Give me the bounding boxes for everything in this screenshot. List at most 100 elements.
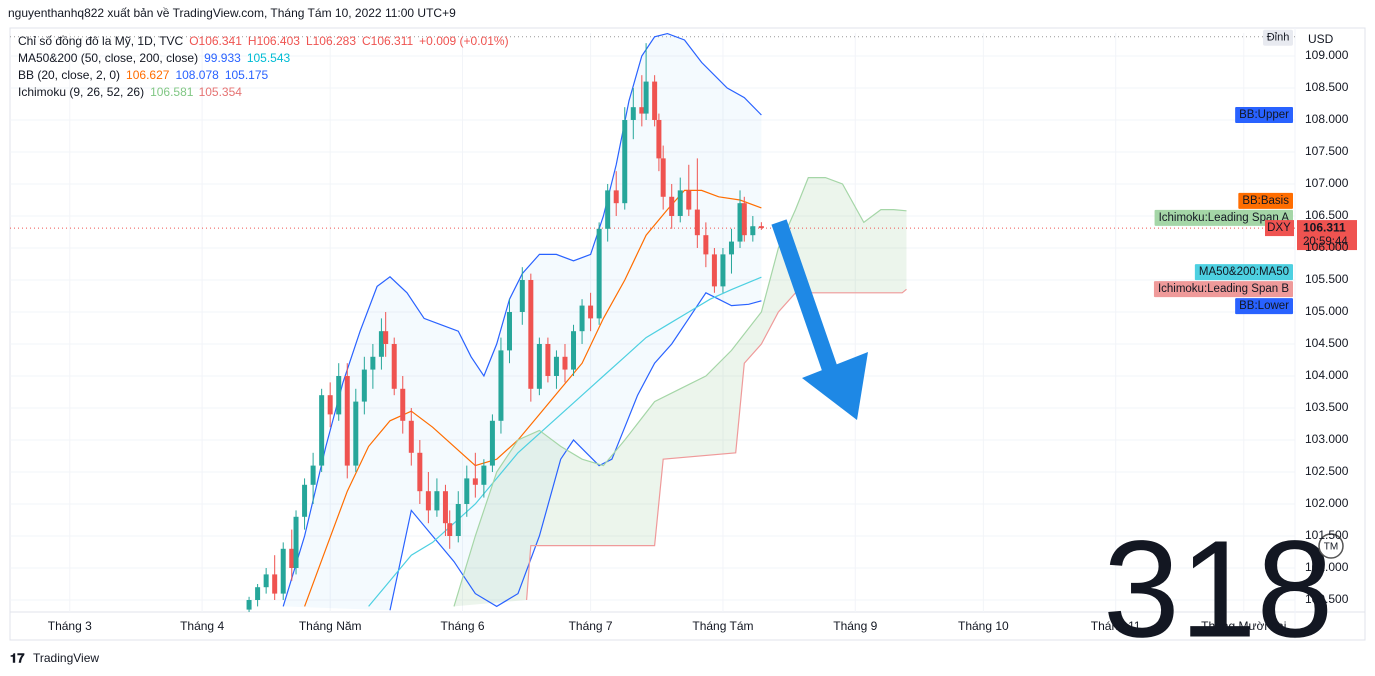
candle-body xyxy=(652,81,658,120)
candle-body xyxy=(327,395,333,415)
candle-body xyxy=(562,356,568,370)
series-badge xyxy=(1153,281,1293,298)
y-tick-label: 101.000 xyxy=(1305,560,1349,574)
trademark: TM xyxy=(1324,542,1338,553)
legend: Chỉ số đồng đô la Mỹ, 1D, TVC O106.341 H10… xyxy=(18,34,509,99)
candle-body xyxy=(741,203,747,236)
series-badge xyxy=(1154,209,1293,226)
legend-value: 106.627 xyxy=(126,68,170,82)
trademark-circle xyxy=(1318,533,1344,559)
x-tick-label: Tháng 10 xyxy=(958,619,1009,633)
series-badge-label: MA50&200:MA50 xyxy=(1199,266,1289,278)
indicator-line xyxy=(389,292,762,611)
y-tick-label: 103.500 xyxy=(1305,400,1349,414)
candle-body xyxy=(455,503,461,536)
candle-body xyxy=(656,119,662,159)
candle-body xyxy=(613,190,619,204)
legend-value: L106.283 xyxy=(306,34,356,48)
legend-line: MA50&200 (50, close, 200, close) 99.933 10… xyxy=(18,51,291,65)
y-tick-label: 105.500 xyxy=(1305,272,1349,286)
candle-body xyxy=(506,311,512,351)
legend-title: BB (20, close, 2, 0) xyxy=(18,68,120,82)
candle-body xyxy=(472,478,478,485)
candle-body xyxy=(464,478,470,504)
candle-body xyxy=(571,331,577,370)
overlay xyxy=(771,219,868,420)
candle-body xyxy=(263,574,269,588)
legend-value: O106.341 xyxy=(189,34,242,48)
y-tick-label: 109.000 xyxy=(1305,48,1349,62)
series-badge-label: Ichimoku:Leading Span B xyxy=(1158,283,1289,295)
candle-body xyxy=(370,356,376,370)
candle-body xyxy=(344,375,350,466)
candle-body xyxy=(302,484,308,517)
x-tick-label: Tháng 6 xyxy=(441,619,485,633)
logo-mark: 𝟏𝟕 xyxy=(10,650,25,665)
candle-body xyxy=(660,158,666,197)
y-tick-label: 104.500 xyxy=(1305,336,1349,350)
candle-body xyxy=(378,331,384,357)
candle-body xyxy=(272,574,278,594)
legend-value: H106.403 xyxy=(248,34,300,48)
candle-body xyxy=(669,196,675,216)
candle-body xyxy=(289,548,295,568)
candle-body xyxy=(391,343,397,389)
x-tick-label: Tháng 7 xyxy=(569,619,613,633)
candle-body xyxy=(361,369,367,402)
candle-body xyxy=(737,203,743,242)
y-tick-label: 103.000 xyxy=(1305,432,1349,446)
x-tick-label: Tháng 3 xyxy=(48,619,92,633)
legend-title: MA50&200 (50, close, 200, close) xyxy=(18,51,198,65)
legend-value: 105.354 xyxy=(199,85,243,99)
series-badge-label: BB:Upper xyxy=(1239,109,1289,121)
arrow-shaft xyxy=(771,219,841,381)
y-tick-label: 102.000 xyxy=(1305,496,1349,510)
candle-body xyxy=(622,119,628,204)
candle-body xyxy=(545,343,551,376)
series-badge-label: BB:Lower xyxy=(1239,300,1289,312)
legend-line: Ichimoku (9, 26, 52, 26) 106.581 105.354 xyxy=(18,85,242,99)
x-tick-label: Tháng 4 xyxy=(180,619,224,633)
candle-body xyxy=(694,209,700,236)
legend-line: BB (20, close, 2, 0) 106.627 108.078 105.17… xyxy=(18,68,269,82)
candle-body xyxy=(280,548,286,594)
y-tick-label: 100.500 xyxy=(1305,592,1349,606)
candle-body xyxy=(605,190,611,229)
series-badge xyxy=(1194,264,1293,281)
symbol-badge xyxy=(1265,220,1294,237)
candle-body xyxy=(519,279,525,312)
x-tick-label: Tháng Tám xyxy=(692,619,753,633)
candle-body xyxy=(630,107,636,120)
legend-value: 108.078 xyxy=(175,68,219,82)
y-tick-label: 102.500 xyxy=(1305,464,1349,478)
peak-label: Đỉnh xyxy=(1267,32,1290,44)
candle-body xyxy=(711,254,717,287)
candle-body xyxy=(553,356,559,376)
countdown-label: 20:59:44 xyxy=(1303,236,1348,248)
candle-body xyxy=(536,343,542,389)
candle-body xyxy=(686,190,692,210)
y-tick-label: 101.500 xyxy=(1305,528,1349,542)
candle-body xyxy=(336,375,342,415)
x-tick-label: Tháng 9 xyxy=(833,619,877,633)
trend-arrow xyxy=(771,219,868,420)
candle-body xyxy=(353,401,359,466)
arrow-head xyxy=(802,352,868,420)
candle-body xyxy=(293,516,299,568)
legend-value: +0.009 (+0.01%) xyxy=(419,34,508,48)
candle-body xyxy=(319,395,325,466)
legend-value: 105.175 xyxy=(225,68,269,82)
chart-frame xyxy=(9,27,1366,641)
indicator-line xyxy=(526,288,907,601)
symbol-label: DXY xyxy=(1267,222,1291,234)
series-badge-label: BB:Basis xyxy=(1242,195,1289,207)
series-badge xyxy=(1235,298,1293,315)
indicator-line xyxy=(453,177,907,607)
candle-body xyxy=(758,226,764,229)
candle-body xyxy=(442,491,448,524)
candle-body xyxy=(255,587,261,600)
indicator-line xyxy=(368,276,762,607)
candle-body xyxy=(750,226,756,236)
candle-body xyxy=(677,190,683,216)
